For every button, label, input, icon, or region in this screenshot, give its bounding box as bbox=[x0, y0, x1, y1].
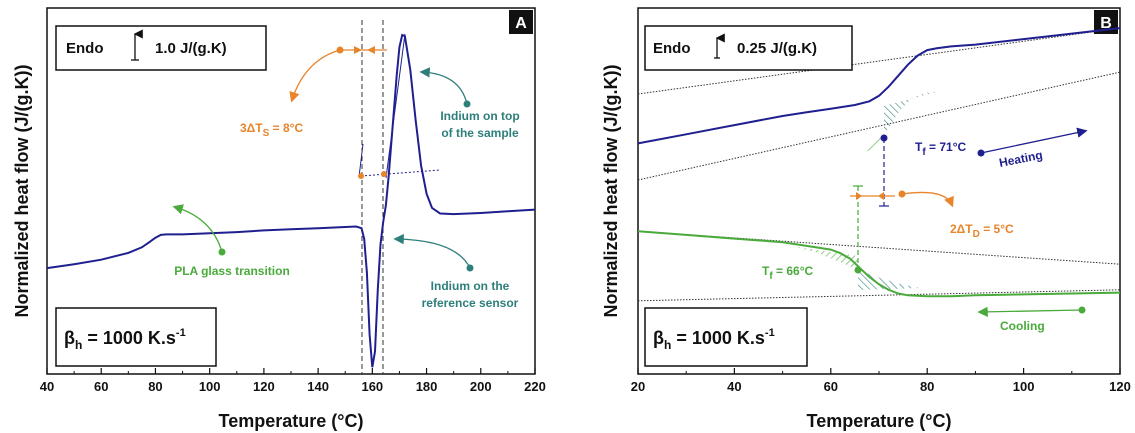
baseline-line bbox=[637, 230, 1121, 265]
x-tick-label: 200 bbox=[470, 379, 492, 394]
annotation-indium-ref: Indium on the bbox=[431, 279, 510, 293]
x-axis-label: Temperature (°C) bbox=[807, 411, 952, 431]
annotation-glass: PLA glass transition bbox=[174, 264, 290, 278]
x-tick-label: 180 bbox=[416, 379, 438, 394]
baseline-line bbox=[637, 71, 1121, 181]
hatch-heating-lower bbox=[855, 134, 884, 158]
x-tick-label: 120 bbox=[253, 379, 275, 394]
cooling-curve bbox=[637, 230, 1121, 298]
endo-label: Endo bbox=[66, 40, 104, 57]
rate-label: βh = 1000 K.s-1 bbox=[64, 327, 186, 352]
x-axis-label: Temperature (°C) bbox=[219, 411, 364, 431]
x-ticks: 20 40 60 80 100 120 bbox=[631, 368, 1131, 394]
x-tick-label: 80 bbox=[148, 379, 162, 394]
rate-box bbox=[644, 307, 808, 367]
annotation-indium-top: Indium on top bbox=[440, 109, 519, 123]
scale-box bbox=[644, 25, 853, 71]
x-ticks: 40 60 80 100 120 140 160 180 200 220 bbox=[40, 368, 546, 394]
annotation-delta-td: 2ΔTD = 5°C bbox=[950, 222, 1014, 240]
x-tick-label: 100 bbox=[1013, 379, 1035, 394]
x-tick-label: 20 bbox=[631, 379, 645, 394]
heat-flow-curve bbox=[46, 33, 536, 368]
x-tick-label: 140 bbox=[307, 379, 329, 394]
x-tick-label: 220 bbox=[524, 379, 546, 394]
cooling-arrow-icon bbox=[977, 306, 1083, 318]
x-tick-label: 60 bbox=[94, 379, 108, 394]
annotation-indium-top-2: of the sample bbox=[441, 126, 519, 140]
annotation-delta-ts: 3ΔTS = 8°C bbox=[240, 121, 303, 139]
annotation-indium-ref-2: reference sensor bbox=[422, 296, 519, 310]
heating-curve bbox=[637, 27, 1121, 145]
panel-label: B bbox=[1100, 15, 1112, 32]
x-tick-label: 40 bbox=[40, 379, 54, 394]
scale-value: 0.25 J/(g.K) bbox=[737, 40, 817, 57]
rate-box bbox=[55, 307, 217, 367]
baseline-line bbox=[637, 289, 1121, 302]
annotation-tf-cooling: Tf = 66°C bbox=[762, 264, 814, 282]
y-axis-label: Normalized heat flow (J/(g.K)) bbox=[601, 64, 621, 317]
hatch-heating-upper bbox=[884, 91, 940, 134]
x-tick-label: 100 bbox=[199, 379, 221, 394]
panel-label: A bbox=[515, 15, 527, 32]
annotation-heating: Heating bbox=[998, 148, 1044, 170]
y-axis-label: Normalized heat flow (J/(g.K)) bbox=[12, 64, 32, 317]
x-tick-label: 160 bbox=[361, 379, 383, 394]
rate-label: βh = 1000 K.s-1 bbox=[653, 327, 775, 352]
baseline-line bbox=[637, 27, 1121, 95]
scale-value: 1.0 J/(g.K) bbox=[155, 40, 227, 57]
panel-b: 20 40 60 80 100 120 Normalized heat flow (J/(… bbox=[601, 7, 1131, 431]
heating-arrow-icon bbox=[980, 127, 1088, 154]
panel-a: 40 60 80 100 120 140 160 180 200 220 Normalized h… bbox=[12, 7, 546, 431]
x-tick-label: 120 bbox=[1109, 379, 1131, 394]
x-tick-label: 80 bbox=[920, 379, 934, 394]
x-tick-label: 60 bbox=[824, 379, 838, 394]
scale-box bbox=[55, 25, 267, 71]
hatch-cooling-upper bbox=[790, 246, 858, 270]
hatch-cooling-lower bbox=[858, 270, 920, 290]
x-tick-label: 40 bbox=[727, 379, 741, 394]
annotation-cooling: Cooling bbox=[1000, 319, 1045, 333]
annotation-tf-heating: Tf = 71°C bbox=[915, 140, 967, 158]
endo-label: Endo bbox=[653, 40, 691, 57]
